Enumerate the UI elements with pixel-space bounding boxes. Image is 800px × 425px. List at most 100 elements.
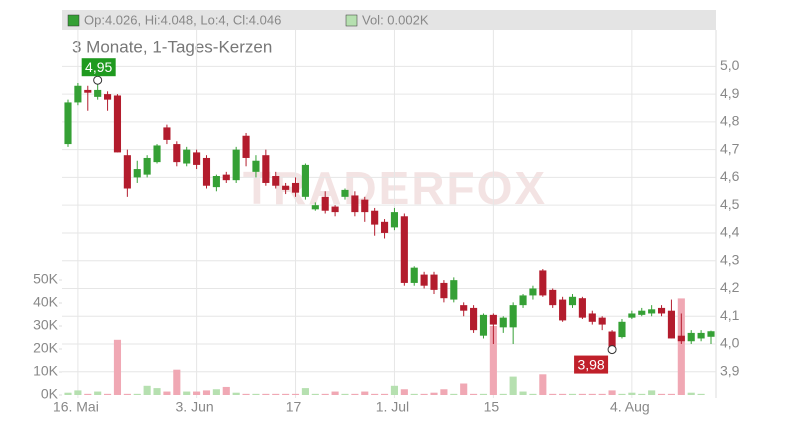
volume-bar bbox=[450, 394, 457, 395]
candle-body bbox=[628, 313, 635, 317]
candle-body bbox=[84, 90, 91, 93]
volume-bar bbox=[213, 389, 220, 395]
candle-body bbox=[440, 283, 447, 298]
candle-body bbox=[638, 311, 645, 315]
candle-body bbox=[688, 333, 695, 341]
volume-bar bbox=[144, 386, 151, 395]
volume-bar bbox=[252, 394, 259, 395]
volume-bar bbox=[401, 389, 408, 395]
volume-bar bbox=[243, 394, 250, 395]
volume-bar bbox=[193, 392, 200, 395]
volume-bar bbox=[579, 394, 586, 395]
x-tick-label: 1. Jul bbox=[376, 399, 409, 415]
y-tick-label: 4,3 bbox=[720, 251, 740, 267]
candle-body bbox=[658, 308, 665, 314]
candle-body bbox=[332, 207, 339, 213]
candle-body bbox=[500, 318, 507, 328]
volume-bar bbox=[64, 393, 71, 395]
volume-bar bbox=[272, 394, 279, 395]
volume-bar bbox=[688, 393, 695, 395]
candle-body bbox=[707, 331, 714, 337]
volume-bar bbox=[322, 394, 329, 395]
y2-tick-label: 50K bbox=[33, 271, 59, 287]
candle-body bbox=[371, 211, 378, 225]
candle-body bbox=[411, 268, 418, 283]
candle-body bbox=[351, 195, 358, 212]
volume-bar bbox=[292, 394, 299, 395]
candle-body bbox=[124, 155, 131, 188]
y2-tick-label: 20K bbox=[33, 340, 59, 356]
candle-body bbox=[104, 94, 111, 100]
candle-body bbox=[381, 222, 388, 233]
ohlc-text: Op:4.026, Hi:4.048, Lo:4, Cl:4.046 bbox=[84, 12, 281, 27]
subtitle: 3 Monate, 1-Tages-Kerzen bbox=[72, 37, 272, 56]
volume-bar bbox=[104, 394, 111, 395]
volume-bar bbox=[302, 388, 309, 395]
y-tick-label: 4,6 bbox=[720, 168, 740, 184]
volume-bar bbox=[94, 392, 101, 395]
volume-bar bbox=[628, 393, 635, 395]
candle-body bbox=[213, 176, 220, 187]
candle-body bbox=[153, 145, 160, 162]
volume-bar bbox=[134, 394, 141, 395]
volume-bar bbox=[599, 394, 606, 395]
candle-body bbox=[183, 150, 190, 164]
y-tick-label: 4,2 bbox=[720, 279, 740, 295]
candle-body bbox=[460, 305, 467, 311]
candle-body bbox=[243, 136, 250, 158]
x-tick-label: 17 bbox=[286, 399, 302, 415]
volume-bar bbox=[658, 394, 665, 395]
volume-bar bbox=[668, 394, 675, 395]
volume-bar bbox=[470, 394, 477, 395]
candle-body bbox=[450, 280, 457, 299]
y2-tick-label: 40K bbox=[33, 294, 59, 310]
candle-body bbox=[322, 197, 329, 211]
volume-bar bbox=[569, 394, 576, 395]
candle-body bbox=[163, 127, 170, 139]
volume-bar bbox=[381, 394, 388, 395]
candle-body bbox=[569, 297, 576, 305]
volume-bar bbox=[233, 393, 240, 395]
candle-body bbox=[618, 322, 625, 337]
volume-bar bbox=[421, 394, 428, 395]
volume-bar bbox=[529, 394, 536, 395]
candle-body bbox=[698, 333, 705, 339]
volume-bar bbox=[351, 394, 358, 395]
x-tick-label: 3. Jun bbox=[176, 399, 214, 415]
y-tick-label: 4,7 bbox=[720, 140, 740, 156]
candle-body bbox=[559, 300, 566, 321]
volume-bar bbox=[559, 394, 566, 395]
candle-body bbox=[609, 332, 616, 347]
y-tick-label: 4,5 bbox=[720, 196, 740, 212]
volume-bar bbox=[460, 384, 467, 396]
volume-bar bbox=[163, 392, 170, 395]
candle-body bbox=[262, 155, 269, 183]
volume-bar bbox=[440, 389, 447, 395]
candle-body bbox=[401, 216, 408, 283]
extreme-label: 3,98 bbox=[577, 356, 604, 372]
candle-body bbox=[668, 311, 675, 339]
volume-bar bbox=[480, 394, 487, 395]
extreme-marker bbox=[94, 76, 102, 84]
candle-body bbox=[470, 308, 477, 330]
candle-body bbox=[114, 95, 121, 152]
candle-body bbox=[529, 288, 536, 295]
candle-body bbox=[648, 309, 655, 313]
volume-bar bbox=[332, 392, 339, 395]
volume-bar bbox=[678, 298, 685, 395]
candle-body bbox=[292, 183, 299, 193]
y-tick-label: 3,9 bbox=[720, 362, 740, 378]
volume-bar bbox=[648, 390, 655, 395]
y-tick-label: 5,0 bbox=[720, 57, 740, 73]
x-tick-label: 16. Mai bbox=[53, 399, 99, 415]
candle-body bbox=[282, 186, 289, 190]
volume-bar bbox=[282, 394, 289, 395]
candle-body bbox=[134, 169, 141, 177]
candle-body bbox=[144, 158, 151, 175]
volume-bar bbox=[203, 390, 210, 395]
candle-body bbox=[599, 318, 606, 325]
volume-bar bbox=[519, 392, 526, 395]
candle-body bbox=[223, 175, 230, 181]
volume-bar bbox=[312, 394, 319, 395]
